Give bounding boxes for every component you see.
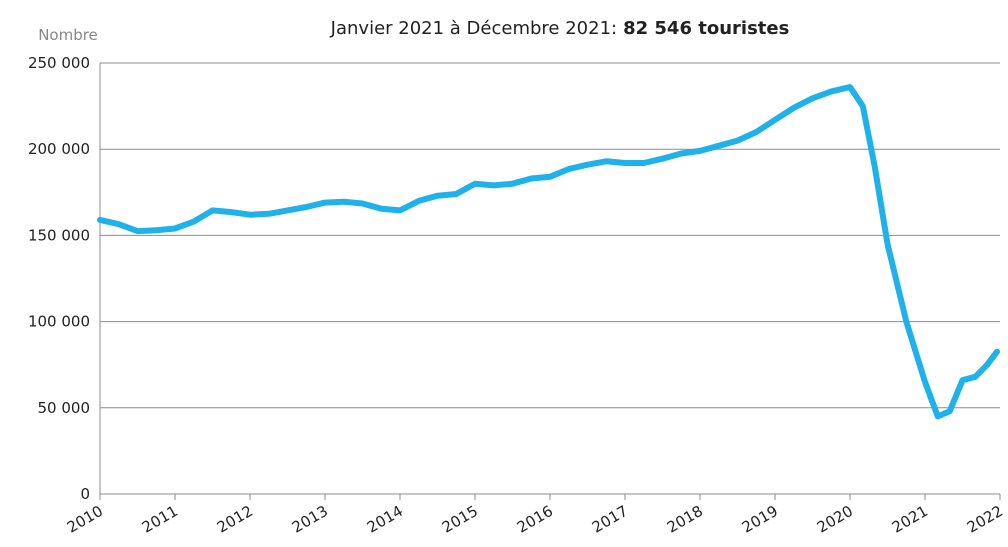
x-tick-label: 2012 bbox=[214, 502, 256, 537]
data-line bbox=[97, 84, 1000, 420]
x-tick-label: 2022 bbox=[964, 502, 1006, 537]
title-emphasis: 82 546 touristes bbox=[623, 18, 789, 39]
chart-title: Janvier 2021 à Décembre 2021: 82 546 tour… bbox=[330, 18, 790, 39]
x-tick-label: 2011 bbox=[139, 502, 181, 537]
y-tick-label: 50 000 bbox=[38, 399, 91, 417]
x-tick-label: 2015 bbox=[439, 502, 481, 537]
y-tick-label: 0 bbox=[80, 485, 90, 503]
x-tick-label: 2017 bbox=[589, 502, 631, 537]
x-tick-label: 2014 bbox=[364, 502, 406, 537]
y-tick-label: 100 000 bbox=[28, 313, 90, 331]
x-tick-label: 2018 bbox=[664, 502, 706, 537]
x-tick-label: 2021 bbox=[889, 502, 931, 537]
y-tick-label: 150 000 bbox=[28, 226, 90, 244]
x-tick-label: 2020 bbox=[814, 502, 856, 537]
title-text: Janvier 2021 à Décembre 2021: bbox=[330, 18, 617, 39]
y-tick-label: 250 000 bbox=[28, 54, 90, 72]
x-tick-label: 2013 bbox=[289, 502, 331, 537]
x-tick-label: 2010 bbox=[64, 502, 106, 537]
y-axis-label: Nombre bbox=[38, 26, 98, 44]
x-tick-label: 2016 bbox=[514, 502, 556, 537]
y-tick-label: 200 000 bbox=[28, 140, 90, 158]
x-tick-label: 2019 bbox=[739, 502, 781, 537]
